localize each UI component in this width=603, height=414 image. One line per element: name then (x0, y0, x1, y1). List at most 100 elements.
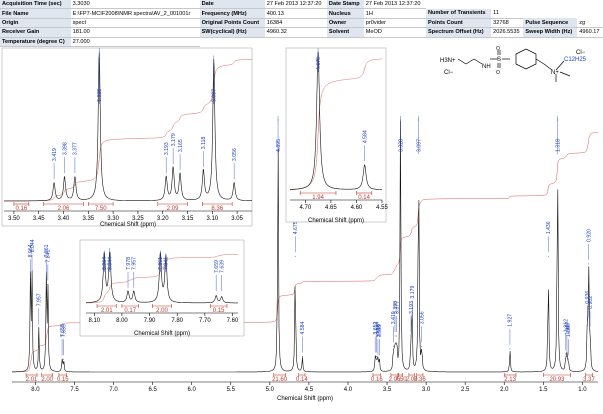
header-value: 4960.17 (577, 27, 603, 38)
inset-3ppm-peak-label: 3.179 (171, 133, 177, 146)
header-key: Acquisition Time (sec) (0, 0, 71, 10)
main-spectrum-integral-value: 2.13 (504, 377, 516, 383)
main-spectrum-peak-label: 1.212 (564, 319, 570, 332)
main-spectrum-peak-point (38, 327, 40, 329)
main-spectrum-peak-label: 3.193 (409, 301, 415, 314)
inset-3ppm-peak-point (179, 173, 181, 175)
main-spectrum-peak-label: 7.841 (46, 249, 52, 262)
header-row: Acquisition Time (sec) 3.3030 Date 27 Feb 2… (0, 0, 603, 10)
main-spectrum-peak-label: 0.920 (586, 229, 592, 242)
inset-aromatic-tick-label: 7.70 (199, 318, 211, 324)
main-spectrum-integral-value: 7.50 (395, 377, 407, 383)
inset-3ppm-frame (1, 47, 253, 227)
main-spectrum-peak-point (394, 335, 396, 337)
inset-aromatic-peak-label: 7.957 (132, 257, 138, 270)
inset-3ppm-peak-point (202, 170, 204, 172)
header-value: 3.3030 (70, 0, 200, 10)
header-key: File Name (0, 8, 71, 19)
main-spectrum-group: 8.0 7.5 7.0 6.5 6.0 5.5 5.0 4.5 4.0 3.5 3.0 2.5 2.0 1… (12, 116, 599, 402)
inset-3ppm-tick-label: 3.20 (157, 216, 169, 222)
header-key: Receiver Gain (0, 27, 71, 38)
header-value: 4960.32 (264, 27, 327, 38)
inset-3ppm-tick-label: 3.25 (132, 216, 144, 222)
header-value: zg (577, 18, 603, 29)
header-key: Original Points Count (199, 18, 265, 29)
inset-3ppm-peak-label: 3.328 (97, 89, 103, 102)
inset-aromatic-spectrum-line (86, 251, 238, 304)
molecule-label-chloride-1: Cl− (444, 70, 454, 76)
inset-aromatic-peak-label: 8.064 (102, 257, 108, 270)
header-key: Pulse Sequence (523, 18, 578, 29)
inset-aromatic-tick-label: 7.80 (171, 318, 183, 324)
main-spectrum-x-axis-label: Chemical Shift (ppm) (277, 396, 333, 402)
header-key: Spectrum Offset (Hz) (425, 27, 492, 38)
header-row: Origin spect Original Points Count 16384 Own… (0, 18, 603, 29)
header-value: 2026.5535 (491, 27, 524, 38)
inset-3ppm-tick-label: 3.30 (107, 216, 119, 222)
header-value: 32768 (491, 18, 524, 29)
main-spectrum-peak-point (63, 358, 65, 360)
main-spectrum-peak-label: 7.957 (37, 293, 43, 306)
inset-3ppm-peak-point (53, 182, 55, 184)
main-spectrum-peak-label: 0.936 (585, 291, 591, 304)
inset-3ppm-peak-label: 3.118 (201, 136, 207, 149)
inset-aromatic-frame (79, 239, 245, 337)
main-spectrum-peak-label: 4.584 (300, 321, 306, 334)
header-value: MeOD (363, 27, 426, 38)
main-spectrum-peak-label: 8.064 (28, 244, 34, 257)
header-value: 400.13 (264, 8, 327, 19)
header-key: Solvent (326, 27, 364, 38)
main-spectrum-peak-point (45, 279, 47, 280)
header-value: 27 Feb 2013 12:37:20 (363, 0, 426, 10)
inset-aromatic-integral-value: 0.15 (213, 308, 225, 314)
main-spectrum-peak-label: 3.652 (373, 321, 379, 334)
main-spectrum-tick-label: 1.5 (539, 387, 548, 393)
inset-aromatic-peak-point (215, 295, 217, 297)
inset-3ppm-peak-label: 3.165 (178, 139, 184, 152)
inset-3ppm-peak-point (74, 176, 76, 178)
header-value: 16384 (264, 18, 327, 29)
molecule-label-ammonium: N+ (551, 70, 559, 76)
inset-4_6ppm-peak-label: 4.584 (362, 130, 368, 143)
inset-4_6ppm-group: 4.70 4.65 4.60 4.55 Chemical Shift (ppm) 1.94… (285, 47, 388, 224)
header-row: File Name E:\FP7-MCIF2008\NMR spectra\AV_… (0, 8, 603, 19)
inset-3ppm-tick-label: 3.50 (8, 216, 20, 222)
main-spectrum-tick-label: 7.0 (109, 387, 118, 393)
main-spectrum-tick-label: 7.5 (70, 387, 79, 393)
main-spectrum-peak-label: 0.902 (588, 296, 594, 309)
inset-3ppm-peak-label: 3.056 (232, 148, 238, 161)
main-spectrum-peak-label: 3.634 (374, 321, 380, 334)
main-spectrum-tick-label: 4.5 (305, 387, 314, 393)
main-spectrum-tick-label: 6.5 (148, 387, 157, 393)
inset-aromatic-peak-label: 7.639 (219, 260, 225, 273)
header-key: SW(cyclical) (Hz) (199, 27, 265, 38)
main-spectrum-peak-point (411, 320, 413, 321)
header-value: spect (70, 18, 200, 29)
main-spectrum-peak-point (30, 279, 31, 280)
inset-aromatic-x-axis-label: Chemical Shift (ppm) (134, 331, 190, 337)
header-key: Sweep Width (Hz) (523, 27, 578, 38)
inset-4_6ppm-spectrum-line (290, 51, 382, 190)
inset-aromatic-tick-label: 8.10 (88, 318, 100, 324)
inset-3ppm-integral-value: 7.50 (95, 206, 107, 212)
inset-3ppm-peak-point (165, 176, 167, 178)
main-spectrum-peak-label: 7.659 (60, 324, 66, 337)
main-spectrum-peak-label: 7.639 (61, 324, 67, 337)
header-key: Owner (326, 18, 364, 29)
header-key: Origin (0, 18, 71, 29)
main-spectrum-tick-label: 6.0 (188, 387, 197, 393)
main-spectrum-integral-value: 2.00 (41, 377, 53, 383)
inset-4_6ppm-peak-point (364, 164, 366, 166)
inset-4_6ppm-integral-value: 1.94 (312, 195, 324, 201)
inset-3ppm-group: 3.50 3.45 3.40 3.35 3.30 3.25 3.20 3.15 3.10 3.05… (1, 47, 253, 228)
main-spectrum-peak-label: 1.318 (555, 139, 561, 152)
main-spectrum-tick-label: 5.5 (227, 387, 236, 393)
main-spectrum-peak-point (377, 358, 379, 360)
main-spectrum-peak-point (31, 273, 33, 275)
main-spectrum-peak-label: 3.328 (398, 139, 404, 152)
molecule-label-oxygen-1: O (496, 46, 500, 52)
main-spectrum-tick-label: 4.0 (344, 387, 353, 393)
inset-aromatic-peak-label: 8.044 (108, 257, 114, 270)
inset-4_6ppm-tick-label: 4.55 (376, 205, 388, 211)
inset-3ppm-integral-value: 2.09 (167, 206, 179, 212)
